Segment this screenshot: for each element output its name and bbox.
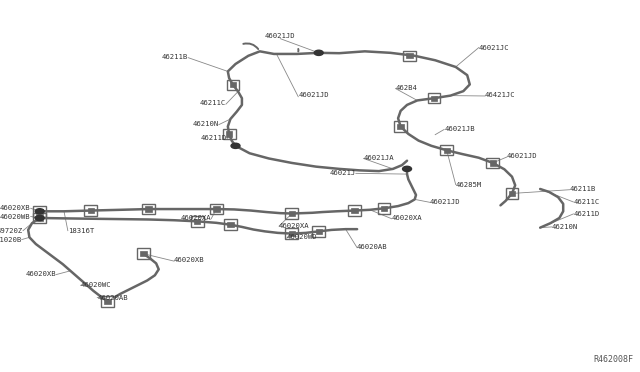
Text: 46020XB: 46020XB (0, 205, 31, 211)
Bar (84, 205, 97, 216)
Bar (213, 206, 220, 212)
Bar (394, 121, 407, 132)
Bar (210, 204, 223, 214)
Text: 46210N: 46210N (552, 224, 578, 230)
Bar (194, 219, 200, 224)
Text: 46211D: 46211D (573, 211, 600, 217)
Bar (289, 211, 295, 216)
Bar (36, 209, 43, 214)
Text: 46021JA: 46021JA (364, 155, 394, 161)
Bar (490, 160, 496, 166)
Text: R462008F: R462008F (594, 355, 634, 364)
Bar (142, 204, 155, 214)
Bar (33, 213, 46, 223)
Bar (137, 248, 150, 259)
Text: 46021J: 46021J (330, 170, 356, 176)
Bar (226, 131, 232, 137)
Bar (289, 231, 295, 236)
Circle shape (35, 209, 44, 214)
Bar (509, 191, 515, 196)
Bar (88, 208, 94, 213)
Text: 46021JD: 46021JD (507, 153, 538, 159)
Bar (191, 216, 204, 227)
Text: 46421JC: 46421JC (485, 92, 516, 98)
Bar (440, 145, 453, 155)
Bar (378, 203, 390, 214)
Bar (397, 124, 404, 129)
Bar (145, 206, 152, 212)
Text: 46285M: 46285M (456, 182, 482, 187)
Text: 46021JD: 46021JD (265, 33, 296, 39)
Bar (506, 188, 518, 199)
Text: 49720Z: 49720Z (0, 228, 23, 234)
Text: 46020XA: 46020XA (180, 215, 211, 221)
Bar (403, 51, 416, 61)
Bar (223, 129, 236, 139)
Bar (101, 296, 114, 307)
Text: 46020WB: 46020WB (0, 214, 31, 219)
Bar (224, 219, 237, 230)
Text: 46020XB: 46020XB (174, 257, 205, 263)
Text: 46021JD: 46021JD (430, 199, 461, 205)
Bar (227, 222, 234, 227)
Text: 46211B: 46211B (570, 186, 596, 192)
Text: 46021JD: 46021JD (298, 92, 329, 98)
Bar (104, 299, 111, 304)
Text: 46020AB: 46020AB (357, 244, 388, 250)
Bar (285, 228, 298, 239)
Text: 46211B: 46211B (162, 54, 188, 60)
Bar (230, 82, 236, 87)
Text: 46020AB: 46020AB (97, 295, 128, 301)
Bar (428, 93, 440, 103)
Bar (348, 205, 361, 216)
Text: 46020XB: 46020XB (26, 271, 56, 277)
Text: 46210N: 46210N (193, 121, 219, 127)
Bar (227, 80, 239, 90)
Text: 18316T: 18316T (68, 228, 94, 234)
Text: 46020XA: 46020XA (392, 215, 422, 221)
Text: 46211D: 46211D (201, 135, 227, 141)
Bar (36, 215, 43, 221)
Bar (406, 53, 413, 58)
Circle shape (314, 50, 323, 55)
Circle shape (231, 143, 240, 148)
Bar (444, 148, 450, 153)
Text: 41020B: 41020B (0, 237, 22, 243)
Text: 46021JC: 46021JC (479, 45, 509, 51)
Bar (431, 96, 437, 101)
Bar (351, 208, 358, 213)
Circle shape (35, 215, 44, 221)
Bar (285, 208, 298, 219)
Text: 46211C: 46211C (200, 100, 226, 106)
Text: 46020WC: 46020WC (81, 282, 111, 288)
Text: 46021JB: 46021JB (444, 126, 475, 132)
Bar (486, 158, 499, 168)
Bar (312, 226, 325, 237)
Circle shape (403, 166, 412, 171)
Bar (140, 251, 147, 256)
Text: 462B4: 462B4 (396, 85, 417, 91)
Bar (381, 206, 387, 211)
Text: 46020WD: 46020WD (287, 234, 317, 240)
Bar (33, 206, 46, 217)
Text: 46020XA: 46020XA (279, 223, 310, 229)
Text: 46211C: 46211C (573, 199, 600, 205)
Bar (316, 229, 322, 234)
